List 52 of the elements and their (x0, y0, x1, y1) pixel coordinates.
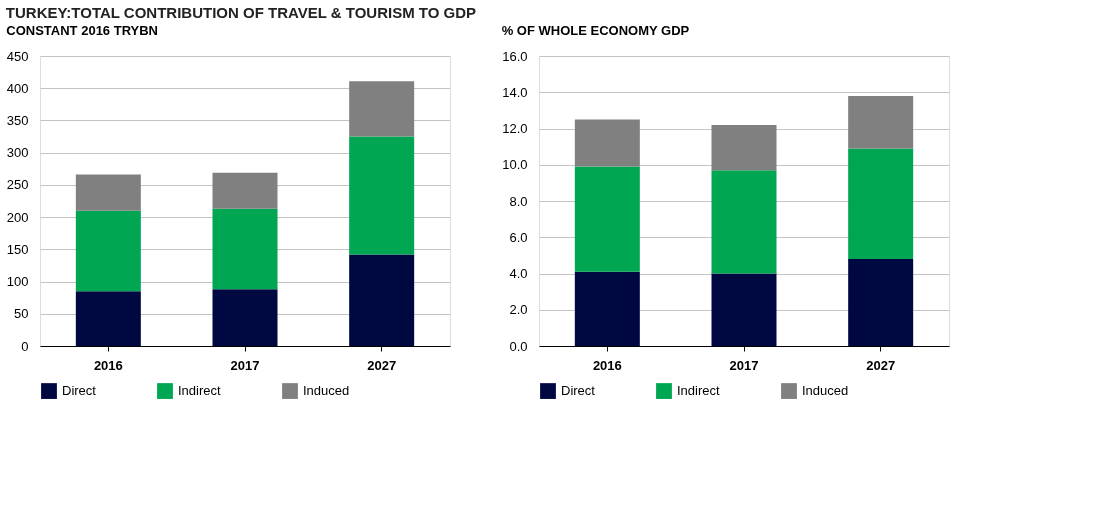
bar (349, 136, 415, 255)
y-tick-label: 200 (6, 209, 29, 225)
y-tick-label: 2.0 (509, 302, 528, 318)
y-tick-label: 14.0 (502, 84, 528, 100)
bar (349, 81, 415, 137)
y-tick-label: 16.0 (502, 48, 528, 64)
x-tick-label: 2016 (93, 357, 123, 373)
bar (75, 174, 141, 211)
bar (711, 273, 777, 346)
y-tick-label: 450 (6, 48, 29, 64)
bar (212, 289, 278, 346)
x-tick-label: 2016 (592, 357, 622, 373)
bar (212, 172, 278, 209)
y-tick-label: 150 (6, 241, 29, 257)
bar (75, 210, 141, 292)
y-tick-label: 10.0 (502, 157, 528, 173)
y-tick-label: 6.0 (509, 229, 528, 245)
y-tick-label: 12.0 (502, 121, 528, 136)
y-tick-label: 400 (6, 80, 29, 96)
y-tick-label: 350 (6, 112, 29, 128)
x-tick-label: 2017 (729, 357, 759, 373)
bar (711, 170, 777, 274)
legend-label: Direct (62, 383, 97, 399)
y-tick-label: 4.0 (509, 266, 528, 281)
y-tick-label: 0.0 (509, 338, 528, 354)
legend-label: Indirect (677, 383, 721, 399)
y-tick-label: 300 (6, 145, 29, 161)
y-tick-label: 0 (21, 338, 29, 354)
bar (574, 119, 640, 167)
bar (848, 259, 914, 346)
y-tick-label: 8.0 (509, 193, 528, 209)
legend-label: Induced (303, 383, 350, 399)
x-tick-label: 2027 (367, 357, 397, 373)
chart-title: TURKEY:TOTAL CONTRIBUTION OF TRAVEL & TOURISM TO GDP (5, 3, 477, 21)
chart-subtitle: % OF WHOLE ECONOMY GDP (501, 23, 690, 38)
y-tick-label: 250 (6, 177, 29, 193)
bar (848, 95, 914, 149)
legend-label: Indirect (178, 383, 222, 399)
legend-label: Direct (561, 383, 596, 399)
bar (75, 291, 141, 346)
bar (574, 271, 640, 346)
chart-subtitle: CONSTANT 2016 TRYBN (6, 23, 159, 38)
bar (574, 166, 640, 272)
bar (349, 254, 415, 346)
bar (848, 148, 914, 259)
x-tick-label: 2017 (230, 357, 260, 373)
x-tick-label: 2027 (866, 357, 896, 373)
y-tick-label: 100 (6, 274, 29, 290)
legend-label: Induced (802, 383, 849, 399)
y-tick-label: 50 (14, 306, 29, 322)
bar (212, 208, 278, 290)
bar (711, 124, 777, 171)
